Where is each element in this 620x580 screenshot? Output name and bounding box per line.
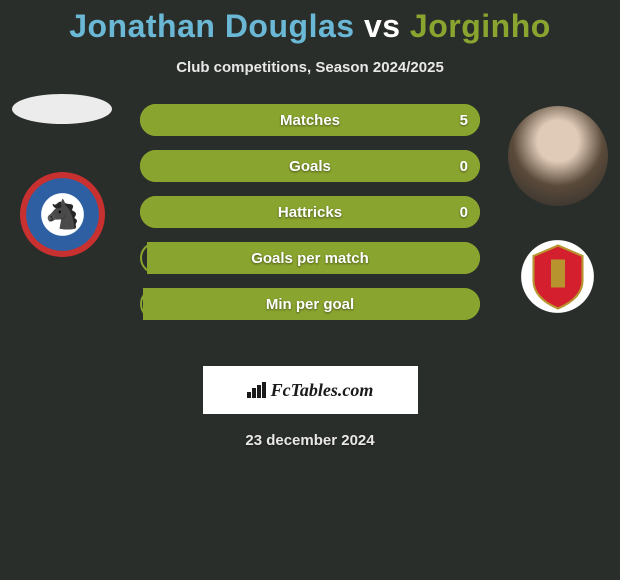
bar-row: Min per goal [140, 288, 480, 320]
player1-club-badge [20, 172, 105, 257]
player2-name: Jorginho [410, 8, 551, 44]
bar-value-right: 0 [460, 196, 468, 228]
bar-label: Min per goal [140, 288, 480, 320]
bar-row: Matches5 [140, 104, 480, 136]
branding-text: FcTables.com [247, 380, 374, 401]
branding-box: FcTables.com [203, 366, 418, 414]
bar-row: Goals0 [140, 150, 480, 182]
bar-label: Goals per match [140, 242, 480, 274]
bar-label: Goals [140, 150, 480, 182]
arsenal-badge-icon [523, 242, 593, 312]
bar-label: Hattricks [140, 196, 480, 228]
comparison-title: Jonathan Douglas vs Jorginho [0, 0, 620, 45]
bar-row: Hattricks0 [140, 196, 480, 228]
player2-club-badge [515, 234, 600, 319]
vs-separator: vs [364, 8, 401, 44]
bar-value-right: 5 [460, 104, 468, 136]
bar-row: Goals per match [140, 242, 480, 274]
bar-value-right: 0 [460, 150, 468, 182]
chart-icon [247, 382, 267, 398]
comparison-chart: Matches5Goals0Hattricks0Goals per matchM… [0, 114, 620, 354]
subtitle: Club competitions, Season 2024/2025 [0, 59, 620, 76]
player1-avatar [12, 94, 112, 124]
branding-label: FcTables.com [271, 380, 374, 401]
bar-label: Matches [140, 104, 480, 136]
player2-avatar [508, 106, 608, 206]
bars-container: Matches5Goals0Hattricks0Goals per matchM… [140, 104, 480, 334]
player1-name: Jonathan Douglas [69, 8, 354, 44]
date-text: 23 december 2024 [0, 432, 620, 449]
